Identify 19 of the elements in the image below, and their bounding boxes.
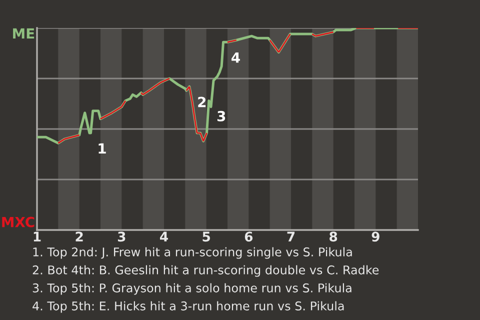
x-tick-label: 6 — [244, 232, 253, 242]
annotation: 3 — [217, 110, 226, 122]
x-tick-label: 1 — [34, 232, 41, 242]
annotation: 2 — [198, 96, 206, 108]
x-tick-label: 4 — [160, 232, 168, 242]
x-tick-label: 3 — [118, 232, 126, 242]
annotation: 4 — [232, 52, 240, 63]
x-tick-label: 9 — [372, 232, 380, 242]
x-tick-label: 5 — [202, 232, 210, 242]
text: 1. Top 2nd: J. Frew hit a run-scoring single vs S. Pikula — [33, 247, 352, 259]
annotation: 1 — [98, 143, 106, 154]
x-tick-label: 2 — [76, 232, 83, 242]
x-tick-label: 8 — [330, 232, 338, 242]
text: 3. Top 5th: P. Grayson hit a solo home run vs S. Pikula — [32, 283, 352, 295]
text: 2. Bot 4th: B. Geeslin hit a run-scoring double vs C. Radke — [32, 265, 379, 277]
text: MXC — [2, 216, 34, 228]
x-tick-label: 7 — [287, 232, 295, 242]
text: ME — [13, 28, 34, 39]
text: 4. Top 5th: E. Hicks hit a 3-run home run vs S. Pikula — [32, 301, 344, 313]
